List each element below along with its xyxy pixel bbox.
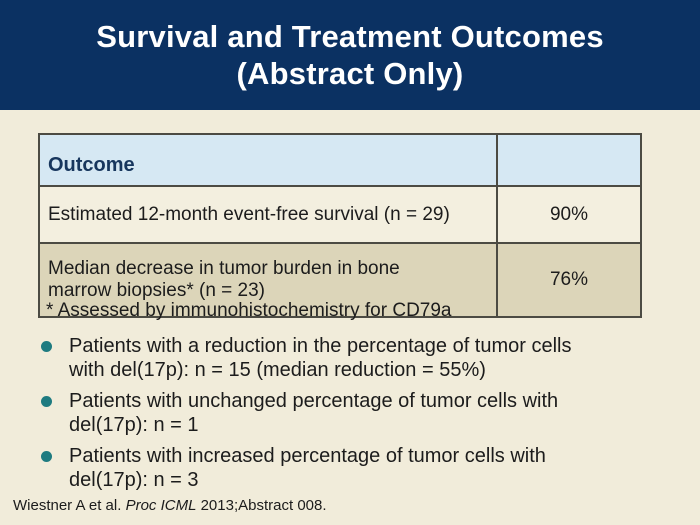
table-header-outcome: Outcome [38,133,498,187]
bullet-icon [41,451,52,462]
outcome-cell: Median decrease in tumor burden in bone … [38,242,498,318]
title-banner: Survival and Treatment Outcomes (Abstrac… [0,0,700,110]
bullet-text: Patients with a reduction in the percent… [69,335,572,381]
bullet-text: Patients with unchanged percentage of tu… [69,390,559,436]
table-row: Median decrease in tumor burden in bone … [38,242,642,318]
citation-suffix: 2013;Abstract 008. [196,497,327,514]
value-cell: 76% [496,242,642,318]
bullet-text: Patients with increased percentage of tu… [69,445,546,491]
citation: Wiestner A et al. Proc ICML 2013;Abstrac… [13,497,327,514]
outcomes-table: Outcome Estimated 12-month event-free su… [38,133,642,318]
slide-title-line-1: Survival and Treatment Outcomes [96,19,604,54]
citation-prefix: Wiestner A et al. [13,497,126,514]
table-header-value [496,133,642,187]
bullet-icon [41,341,52,352]
list-item: Patients with unchanged percentage of tu… [40,389,668,437]
outcome-header-label: Outcome [48,154,135,176]
list-item: Patients with increased percentage of tu… [40,444,668,492]
citation-journal: Proc ICML [125,497,197,514]
outcome-cell: Estimated 12-month event-free survival (… [38,185,498,244]
bullet-list: Patients with a reduction in the percent… [40,334,668,499]
slide-title-line-2: (Abstract Only) [236,56,464,91]
list-item: Patients with a reduction in the percent… [40,334,668,382]
bullet-icon [41,396,52,407]
table-header-row: Outcome [38,133,642,187]
table-footnote: * Assessed by immunohistochemistry for C… [46,300,452,321]
table-row: Estimated 12-month event-free survival (… [38,185,642,244]
value-cell: 90% [496,185,642,244]
